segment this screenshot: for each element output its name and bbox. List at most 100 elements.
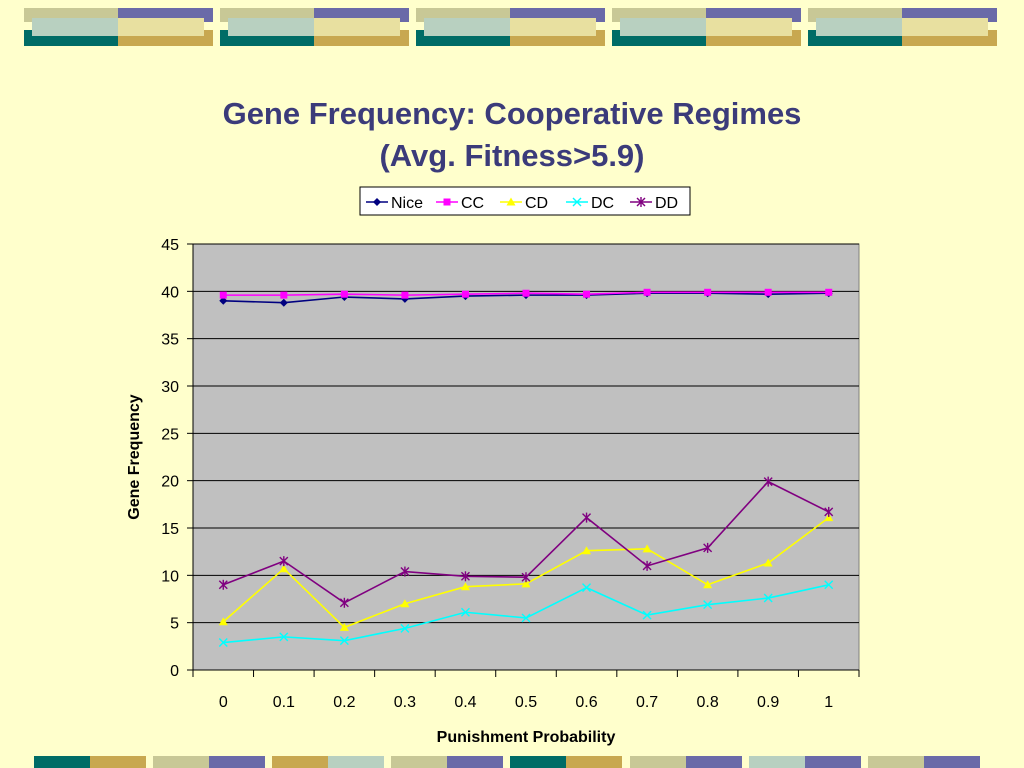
- x-tick-label: 0.8: [697, 694, 719, 711]
- data-point-dc: [279, 632, 289, 642]
- top-decorative-band: [24, 8, 997, 46]
- footer-decor-block-1: [34, 756, 146, 768]
- slide-title: Gene Frequency: Cooperative Regimes (Avg…: [0, 93, 1024, 177]
- x-tick-label: 0.5: [515, 694, 537, 711]
- series-cc: [219, 288, 833, 299]
- data-point-dc: [642, 610, 652, 620]
- header-decor-block-3: [416, 8, 605, 46]
- footer-decor-block-5: [510, 756, 622, 768]
- data-point-dd: [279, 556, 289, 567]
- x-axis-title: Punishment Probability: [437, 729, 616, 746]
- legend-label: DD: [655, 195, 678, 212]
- footer-decor-block-6: [630, 756, 742, 768]
- data-point-cd: [218, 617, 228, 626]
- y-tick-label: 40: [161, 284, 179, 301]
- y-tick-label: 25: [161, 426, 179, 443]
- y-tick-label: 10: [161, 568, 179, 585]
- legend-item-dc: DC: [566, 195, 614, 212]
- x-tick-label: 0.6: [575, 694, 597, 711]
- data-point-cc: [280, 291, 288, 299]
- legend-marker: [636, 197, 646, 207]
- footer-decor-block-7: [749, 756, 861, 768]
- legend-marker: [506, 197, 516, 206]
- x-tick-label: 1: [824, 694, 833, 711]
- data-point-dd: [824, 506, 834, 517]
- legend-marker: [373, 198, 381, 206]
- y-tick-label: 30: [161, 379, 179, 396]
- header-decor-block-4: [612, 8, 801, 46]
- data-point-dd: [400, 566, 410, 577]
- x-tick-label: 0.3: [394, 694, 416, 711]
- data-point-dd: [642, 560, 652, 571]
- y-axis-title: Gene Frequency: [126, 394, 143, 519]
- data-point-cc: [764, 288, 772, 296]
- data-point-dc: [218, 638, 228, 648]
- slide-title-line-1: Gene Frequency: Cooperative Regimes: [222, 96, 802, 131]
- data-point-cc: [583, 290, 591, 298]
- legend-item-nice: Nice: [366, 195, 423, 212]
- data-point-dc: [521, 613, 531, 623]
- x-tick-label: 0.7: [636, 694, 658, 711]
- data-point-cd: [400, 599, 410, 608]
- data-point-cd: [824, 513, 834, 522]
- legend-item-dd: DD: [630, 195, 678, 212]
- data-point-dd: [218, 579, 228, 590]
- data-point-dd: [521, 572, 531, 583]
- legend: Nice CC CD DC DD: [359, 186, 691, 216]
- header-decor-block-1: [24, 8, 213, 46]
- y-tick-label: 35: [161, 332, 179, 349]
- data-point-dc: [763, 593, 773, 603]
- legend-box: [359, 186, 691, 216]
- data-point-dc: [339, 636, 349, 646]
- legend-marker: [443, 198, 451, 206]
- data-point-cc: [704, 288, 712, 296]
- header-decor-block-2: [220, 8, 409, 46]
- data-point-cc: [219, 291, 227, 299]
- legend-item-cd: CD: [500, 195, 548, 212]
- data-point-cc: [461, 290, 469, 298]
- data-point-dd: [460, 571, 470, 582]
- data-point-cc: [340, 290, 348, 298]
- data-point-dc: [582, 583, 592, 593]
- data-point-dc: [400, 623, 410, 633]
- legend-item-cc: CC: [436, 195, 484, 212]
- series-cd: [218, 513, 834, 631]
- legend-marker: [572, 197, 582, 207]
- footer-decor-block-4: [391, 756, 503, 768]
- data-point-cc: [643, 288, 651, 296]
- data-point-cc: [401, 291, 409, 299]
- data-point-dc: [824, 580, 834, 590]
- series-dc: [218, 580, 834, 648]
- y-tick-label: 15: [161, 521, 179, 538]
- data-point-cd: [642, 544, 652, 553]
- data-point-cc: [825, 288, 833, 296]
- x-tick-label: 0.4: [454, 694, 476, 711]
- legend-label: DC: [591, 195, 614, 212]
- legend-label: CC: [461, 195, 484, 212]
- data-point-cd: [703, 580, 713, 589]
- data-point-cd: [521, 579, 531, 588]
- header-decor-block-5: [808, 8, 997, 46]
- legend-label: Nice: [391, 195, 423, 212]
- data-point-dc: [703, 600, 713, 610]
- data-point-dd: [582, 512, 592, 523]
- data-point-nice: [219, 296, 228, 305]
- data-point-cc: [522, 289, 530, 297]
- footer-decor-block-8: [868, 756, 980, 768]
- x-tick-label: 0: [219, 694, 228, 711]
- series-dd: [218, 476, 834, 608]
- footer-decor-block-2: [153, 756, 265, 768]
- bottom-decorative-band: [34, 756, 980, 768]
- data-point-cd: [582, 546, 592, 555]
- y-tick-label: 0: [170, 663, 179, 680]
- data-point-cd: [339, 622, 349, 631]
- x-tick-label: 0.9: [757, 694, 779, 711]
- data-point-dc: [460, 607, 470, 617]
- x-tick-label: 0.2: [333, 694, 355, 711]
- data-point-cd: [763, 558, 773, 567]
- y-tick-label: 45: [161, 237, 179, 254]
- y-tick-label: 5: [170, 616, 179, 633]
- x-tick-label: 0.1: [273, 694, 295, 711]
- slide-title-line-2: (Avg. Fitness>5.9): [379, 138, 645, 173]
